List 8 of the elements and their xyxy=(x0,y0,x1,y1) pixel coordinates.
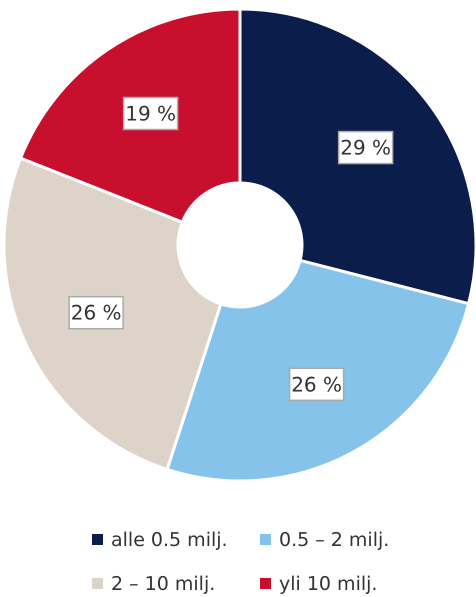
data-label: 26 % xyxy=(291,372,342,396)
data-label: 26 % xyxy=(70,300,122,325)
legend-label: alle 0.5 milj. xyxy=(111,529,228,551)
data-label: 19 % xyxy=(125,101,176,126)
legend-label: yli 10 milj. xyxy=(279,573,378,595)
legend-label: 2 – 10 milj. xyxy=(111,573,216,595)
legend-label: 0.5 – 2 milj. xyxy=(279,529,390,551)
data-label: 29 % xyxy=(340,136,392,160)
